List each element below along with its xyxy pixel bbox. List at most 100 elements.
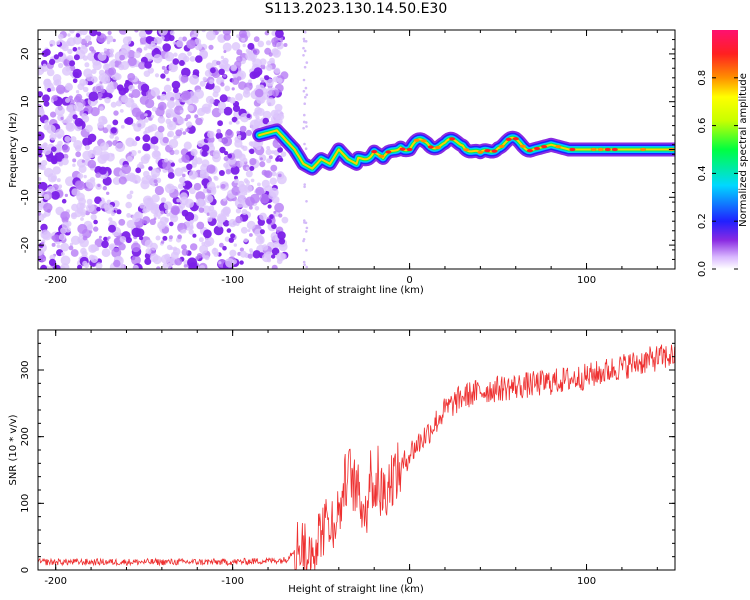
noise-blob bbox=[216, 60, 221, 66]
noise-blob bbox=[66, 66, 70, 69]
noise-blob bbox=[277, 147, 283, 153]
ridge-hotspot bbox=[413, 138, 420, 142]
noise-blob bbox=[165, 118, 172, 125]
noise-blob bbox=[66, 37, 76, 47]
noise-blob bbox=[185, 181, 193, 189]
noise-blob bbox=[305, 125, 308, 128]
noise-blob bbox=[88, 244, 97, 253]
noise-blob bbox=[305, 265, 309, 269]
noise-blob bbox=[99, 200, 107, 209]
noise-blob bbox=[65, 82, 73, 91]
noise-blob bbox=[46, 78, 51, 82]
noise-blob bbox=[118, 176, 127, 185]
noise-blob bbox=[271, 89, 279, 97]
noise-blob bbox=[235, 93, 243, 101]
noise-blob bbox=[233, 243, 237, 247]
noise-blob bbox=[210, 67, 216, 74]
noise-blob bbox=[273, 210, 277, 214]
noise-blob bbox=[147, 125, 154, 131]
noise-blob bbox=[186, 39, 197, 50]
noise-blob bbox=[38, 106, 45, 115]
noise-blob bbox=[245, 180, 251, 185]
noise-blob bbox=[260, 64, 266, 70]
noise-blob bbox=[268, 52, 273, 57]
noise-blob bbox=[166, 77, 170, 82]
noise-blob bbox=[259, 212, 267, 221]
noise-blob bbox=[234, 150, 243, 159]
noise-blob bbox=[108, 217, 113, 222]
noise-blob bbox=[303, 142, 306, 146]
noise-blob bbox=[40, 264, 48, 269]
ridge-hotspot bbox=[371, 150, 378, 154]
noise-blob bbox=[225, 258, 235, 268]
noise-blob bbox=[110, 101, 117, 108]
noise-blob bbox=[110, 127, 117, 134]
noise-blob bbox=[52, 96, 58, 102]
noise-blob bbox=[271, 247, 280, 256]
noise-blob bbox=[73, 102, 84, 112]
noise-blob bbox=[62, 144, 70, 153]
noise-blob bbox=[181, 244, 187, 250]
noise-blob bbox=[236, 34, 240, 38]
spectrogram-y-tick-label: -20 bbox=[20, 237, 31, 253]
noise-blob bbox=[131, 89, 141, 98]
noise-blob bbox=[247, 229, 251, 233]
noise-blob bbox=[126, 219, 135, 229]
noise-blob bbox=[85, 124, 93, 133]
noise-blob bbox=[242, 145, 248, 151]
noise-blob bbox=[204, 69, 212, 77]
noise-blob bbox=[218, 170, 225, 176]
noise-blob bbox=[77, 223, 88, 234]
noise-blob bbox=[255, 115, 260, 120]
noise-blob bbox=[169, 221, 174, 227]
noise-blob bbox=[211, 247, 219, 255]
noise-blob bbox=[101, 240, 109, 249]
noise-blob bbox=[198, 207, 205, 213]
noise-blob bbox=[72, 163, 76, 167]
ridge-hotspot bbox=[597, 147, 604, 152]
snr-x-tick-label: 100 bbox=[577, 576, 596, 587]
noise-blob bbox=[176, 40, 184, 48]
noise-blob bbox=[157, 221, 166, 230]
noise-blob bbox=[247, 253, 253, 259]
noise-blob bbox=[181, 182, 186, 187]
noise-blob bbox=[222, 42, 232, 52]
noise-blob bbox=[222, 245, 227, 251]
noise-blob bbox=[61, 157, 69, 166]
noise-blob bbox=[229, 97, 236, 104]
noise-blob bbox=[65, 176, 75, 187]
noise-blob bbox=[92, 150, 97, 154]
noise-blob bbox=[116, 209, 122, 215]
noise-blob bbox=[89, 230, 93, 234]
noise-blob bbox=[181, 67, 191, 78]
noise-blob bbox=[224, 85, 231, 92]
noise-blob bbox=[266, 158, 272, 164]
noise-blob bbox=[261, 179, 270, 188]
noise-blob bbox=[253, 48, 260, 56]
noise-blob bbox=[112, 177, 121, 185]
noise-blob bbox=[58, 62, 64, 69]
noise-blob bbox=[67, 33, 71, 37]
noise-blob bbox=[110, 245, 115, 250]
noise-blob bbox=[204, 194, 214, 204]
noise-blob bbox=[187, 51, 192, 57]
noise-blob bbox=[153, 145, 159, 151]
noise-blob bbox=[197, 140, 205, 148]
noise-blob bbox=[183, 141, 192, 150]
noise-blob bbox=[269, 57, 275, 64]
noise-blob bbox=[60, 263, 70, 269]
noise-blob bbox=[101, 116, 106, 121]
noise-blob bbox=[114, 136, 120, 141]
noise-blob bbox=[249, 148, 255, 155]
colorbar: 0.0 0.2 0.4 0.6 0.8 Normalized spectral ampl… bbox=[697, 30, 749, 277]
noise-blob bbox=[273, 109, 284, 120]
noise-blob bbox=[271, 171, 277, 177]
noise-blob bbox=[208, 142, 214, 148]
noise-blob bbox=[94, 100, 99, 104]
snr-series-line bbox=[38, 344, 675, 570]
noise-blob bbox=[71, 203, 79, 211]
noise-blob bbox=[89, 46, 95, 52]
noise-blob bbox=[90, 214, 97, 221]
noise-blob bbox=[156, 266, 161, 269]
noise-blob bbox=[113, 110, 119, 116]
